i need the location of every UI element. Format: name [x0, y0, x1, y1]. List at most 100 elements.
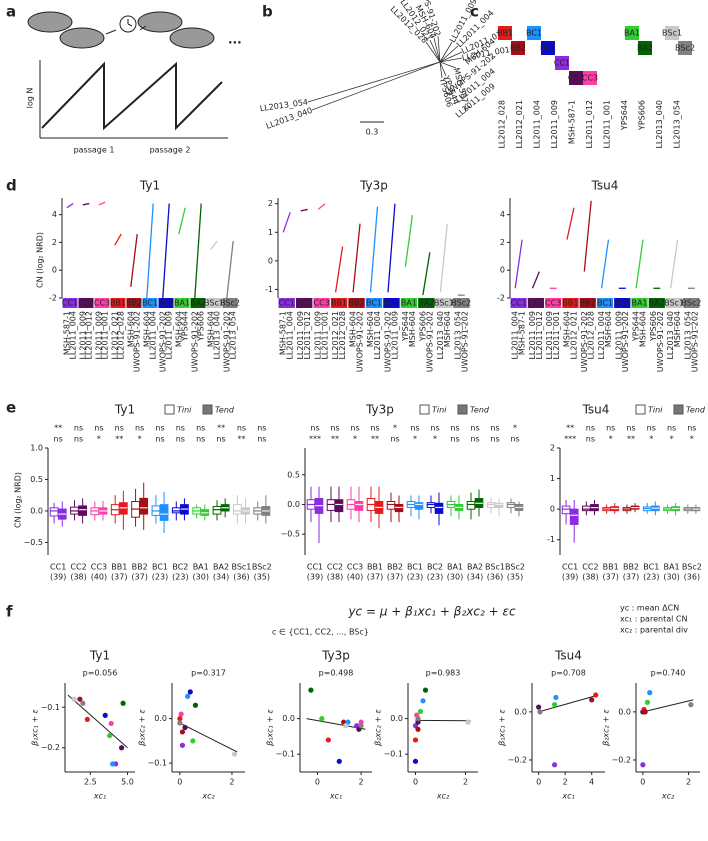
x-tick-label: BB2	[132, 563, 148, 572]
point	[108, 720, 114, 727]
strain-label: LL2011_009	[296, 311, 305, 360]
strain-label: UWOPS-91-202	[580, 311, 589, 372]
strain-label: UWOPS-91-202	[133, 311, 142, 372]
point	[688, 702, 694, 708]
cn-segment	[669, 239, 679, 289]
box	[159, 504, 169, 521]
significance: *	[97, 435, 101, 444]
strain-label: LL2011_012	[535, 311, 544, 360]
clade-label: BA1	[632, 299, 648, 308]
box	[466, 501, 476, 510]
x-count-label: (37)	[367, 573, 383, 582]
clade-box	[631, 298, 648, 308]
point	[415, 719, 421, 725]
point	[537, 709, 543, 715]
legend-label: Tend	[686, 406, 706, 415]
box	[494, 502, 504, 508]
clade-label: BC1	[597, 299, 613, 308]
clade-label: BB1	[562, 299, 578, 308]
clade-box	[206, 298, 222, 308]
significance: ns	[410, 424, 419, 433]
strain-label: LL2013_054	[683, 311, 692, 360]
clade-label: BB1	[331, 299, 347, 308]
x-tick-label: BA1	[664, 563, 680, 572]
clade-label: BA2	[637, 44, 653, 53]
clade-box	[511, 41, 525, 55]
clade-box	[174, 298, 190, 308]
strain-label: MSH-604	[673, 311, 682, 347]
y-tick-label: −0.5	[281, 530, 300, 539]
significance: ns	[54, 435, 63, 444]
scale-label: 0.3	[366, 128, 379, 137]
cn-segment	[98, 201, 106, 206]
point	[192, 702, 199, 708]
clade-box	[158, 298, 174, 308]
strain-label: LL2012_021	[331, 311, 340, 360]
cn-segment	[300, 208, 308, 212]
chart-title: Ty1	[139, 179, 160, 193]
significance: ns	[470, 435, 479, 444]
strain-label: LL2011_004	[597, 311, 606, 360]
strain-label: LL2012_021	[110, 311, 119, 360]
y-label: β₁xc₁ + ε	[31, 708, 40, 746]
significance: ns	[390, 435, 399, 444]
x-tick-label: BB1	[603, 563, 619, 572]
cn-segment	[82, 202, 90, 206]
box	[354, 501, 364, 511]
y-tick-label: 0	[500, 266, 505, 275]
col-label: LL2011_012	[585, 100, 594, 149]
y-tick-label: −0.1	[384, 750, 403, 759]
clade-label: BC1	[526, 29, 542, 38]
strain-label: LL2011_001	[101, 311, 110, 360]
x-count-label: (37)	[131, 573, 147, 582]
x-tick-label: BA2	[213, 563, 229, 572]
p-value: p=0.317	[191, 669, 226, 678]
box	[49, 507, 59, 517]
cn-segment	[566, 207, 575, 240]
x-tick-label: 0	[413, 778, 418, 787]
clade-label: CC2	[296, 299, 312, 308]
clade-box	[614, 298, 631, 308]
cn-segment	[178, 207, 186, 235]
clade-box	[78, 298, 94, 308]
clade-label: BA2	[418, 299, 434, 308]
x-label: passage 2	[150, 146, 191, 155]
x-count-label: (40)	[347, 573, 363, 582]
strain-label: LL2013_040	[666, 311, 675, 360]
significance: *	[413, 435, 417, 444]
strain-label: MSH-604	[174, 311, 183, 347]
significance: *	[649, 435, 653, 444]
box	[582, 505, 591, 512]
y-label: CN (log₂ NRD)	[36, 232, 45, 288]
clade-box	[527, 298, 545, 308]
strain-label: YPS606	[197, 311, 206, 342]
cn-segment	[514, 239, 523, 289]
y-tick-label: 1	[550, 474, 555, 483]
clade-label: CC3	[314, 299, 330, 308]
x-tick-label: BC2	[427, 563, 443, 572]
y-label: β₂xc₂ + ε	[138, 708, 147, 746]
equation-note: yc : mean ΔCN	[620, 604, 679, 613]
x-count-label: (36)	[684, 573, 700, 582]
x-tick-label: BC1	[643, 563, 659, 572]
strain-label: LL2012_021	[569, 311, 578, 360]
significance: **	[54, 424, 62, 433]
x-count-label: (37)	[603, 573, 619, 582]
significance: ns	[667, 424, 676, 433]
x-count-label: (38)	[582, 573, 598, 582]
clade-label: CC3	[94, 299, 110, 308]
x-tick-label: 2	[686, 778, 691, 787]
cn-segment	[635, 239, 644, 289]
significance: ns	[470, 424, 479, 433]
x-label: xc₁	[329, 792, 342, 801]
x-count-label: (39)	[50, 573, 66, 582]
significance: ns	[586, 424, 595, 433]
significance: ns	[647, 424, 656, 433]
x-tick-label: 5.0	[121, 778, 134, 787]
branch	[439, 61, 457, 69]
significance: ns	[155, 424, 164, 433]
box	[233, 504, 242, 515]
legend-label: Tini	[432, 406, 447, 415]
y-tick-label: 0.0	[30, 506, 43, 515]
point	[102, 712, 108, 718]
